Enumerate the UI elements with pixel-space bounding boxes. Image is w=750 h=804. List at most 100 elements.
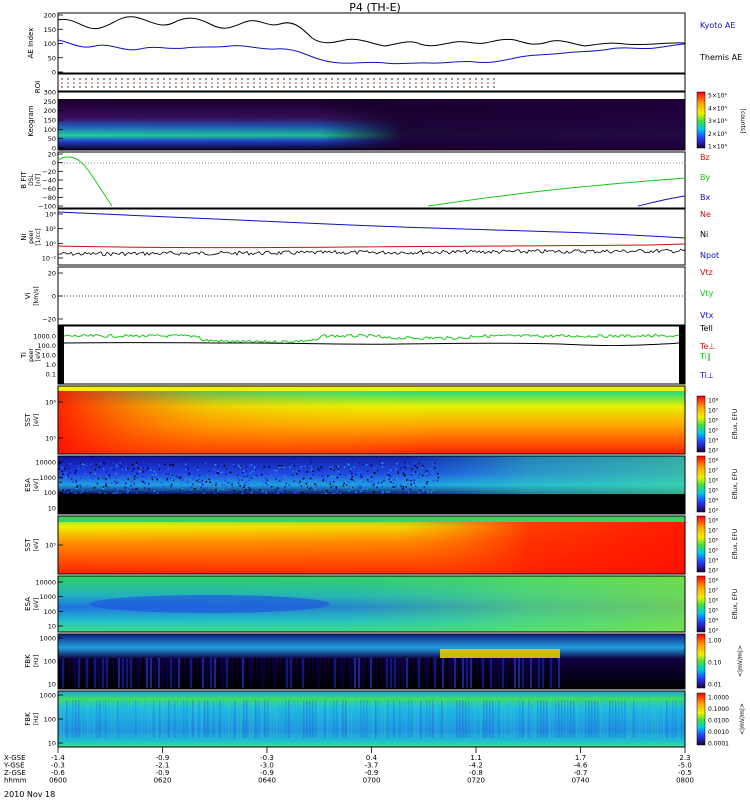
- esa1-pixel: [181, 479, 183, 481]
- fbk2-stripe: [636, 700, 638, 738]
- esa1-pixel: [311, 469, 314, 471]
- fbk2-stripe: [249, 700, 251, 738]
- fbk1-stripe: [86, 658, 88, 688]
- ae-ylabel: AE Index: [27, 28, 35, 59]
- esa1-pixel: [392, 486, 394, 488]
- fbk1-stripe: [162, 658, 164, 688]
- esa1-pixel: [75, 479, 77, 482]
- esa1-pixel: [206, 487, 208, 489]
- roi-dot: [361, 78, 363, 80]
- sst2-cbar-tick-2: 10⁶: [708, 538, 719, 545]
- esa1-pixel: [187, 468, 189, 471]
- fbk2-stripe: [513, 700, 515, 738]
- esa1-pixel: [365, 490, 368, 492]
- esa1-pixel: [427, 473, 429, 475]
- esa1-pixel: [127, 490, 130, 492]
- esa1-colorbar: [696, 455, 706, 513]
- roi-dot: [133, 78, 135, 80]
- esa1-pixel: [228, 486, 230, 489]
- sst2-colorbar: [696, 515, 706, 573]
- esa1-pixel: [217, 465, 219, 468]
- esa1-pixel: [65, 490, 67, 492]
- esa1-pixel: [64, 472, 66, 474]
- esa1-pixel: [136, 476, 139, 479]
- esa1-pixel: [358, 488, 360, 491]
- sst1-cbar-tick-3: 10⁵: [708, 428, 719, 435]
- esa1-cbar-tick-1: 10⁷: [708, 468, 719, 475]
- roi-dot: [115, 82, 117, 84]
- fbk1-stripe: [294, 658, 296, 688]
- esa1-pixel: [381, 490, 384, 492]
- esa1-pixel: [305, 485, 308, 488]
- esa1-pixel: [133, 467, 135, 470]
- fbk1-stripe: [374, 658, 376, 688]
- esa1-pixel: [437, 476, 440, 479]
- esa1-pixel: [354, 469, 356, 471]
- esa1-pixel: [148, 488, 150, 490]
- keogram-cbar-tick-1: 4×10⁴: [708, 105, 727, 112]
- roi-dot: [451, 82, 453, 84]
- esa1-pixel: [125, 482, 128, 484]
- roi-dot: [301, 82, 303, 84]
- esa1-pixel: [121, 468, 124, 471]
- roi-dot: [403, 78, 405, 80]
- roi-dot: [337, 78, 339, 80]
- esa1-pixel: [378, 471, 381, 473]
- roi-dot: [139, 82, 141, 84]
- sst2-ylabel2: [eV]: [33, 539, 40, 551]
- esa1-pixel: [119, 462, 121, 464]
- series-line-themis-ae: [57, 39, 686, 65]
- esa1-pixel: [245, 481, 248, 483]
- esa1-pixel: [65, 464, 68, 467]
- esa1-pixel: [403, 473, 405, 476]
- fbk2-stripe: [459, 700, 461, 738]
- fbk2-stripe: [225, 700, 227, 738]
- fbk2-stripe: [69, 700, 71, 738]
- fbk1-stripe: [498, 658, 500, 688]
- esa1-pixel: [341, 493, 344, 495]
- esa1-pixel: [75, 481, 78, 483]
- esa1-pixel: [373, 472, 375, 474]
- esa1-pixel: [105, 471, 107, 473]
- esa1-pixel: [83, 483, 85, 485]
- fbk2-stripe: [303, 700, 305, 738]
- fbk2-stripe: [414, 700, 416, 738]
- esa1-pixel: [239, 488, 241, 491]
- sst1-overlay: [58, 386, 685, 454]
- roi-dot: [307, 86, 309, 88]
- esa1-pixel: [228, 482, 230, 484]
- roi-dot: [307, 78, 309, 80]
- bottom-row-value-2-3: -0.9: [365, 769, 379, 777]
- esa1-pixel: [172, 479, 174, 481]
- esa1-pixel: [298, 463, 301, 465]
- esa1-pixel: [170, 485, 172, 488]
- esa1-pixel: [241, 479, 243, 481]
- roi-dot: [109, 82, 111, 84]
- series-line-bx: [637, 195, 686, 207]
- fbk2-stripe: [537, 700, 539, 738]
- sst2-cbar-tick-4: 10⁴: [708, 558, 719, 565]
- esa1-pixel: [351, 478, 353, 481]
- series-line-kyoto-ae: [57, 16, 686, 47]
- fbk2-stripe: [252, 700, 254, 738]
- esa1-pixel: [146, 472, 149, 475]
- roi-dot: [163, 86, 165, 88]
- fbk1-stripe: [170, 658, 172, 688]
- esa1-pixel: [414, 467, 417, 470]
- esa1-pixel: [358, 486, 361, 488]
- esa1-pixel: [360, 490, 362, 492]
- esa1-pixel: [382, 472, 385, 474]
- roi-dot: [163, 82, 165, 84]
- sst2-cbar-tick-3: 10⁵: [708, 548, 719, 555]
- esa1-pixel: [131, 471, 134, 473]
- fbk2-stripe: [393, 700, 395, 738]
- esa1-pixel: [224, 484, 226, 486]
- esa1-pixel: [279, 489, 281, 492]
- esa1-pixel: [221, 484, 224, 486]
- esa1-pixel: [284, 490, 286, 492]
- esa1-pixel: [245, 470, 247, 472]
- roi-dot: [403, 86, 405, 88]
- esa1-pixel: [345, 484, 348, 486]
- esa1-pixel: [219, 467, 221, 470]
